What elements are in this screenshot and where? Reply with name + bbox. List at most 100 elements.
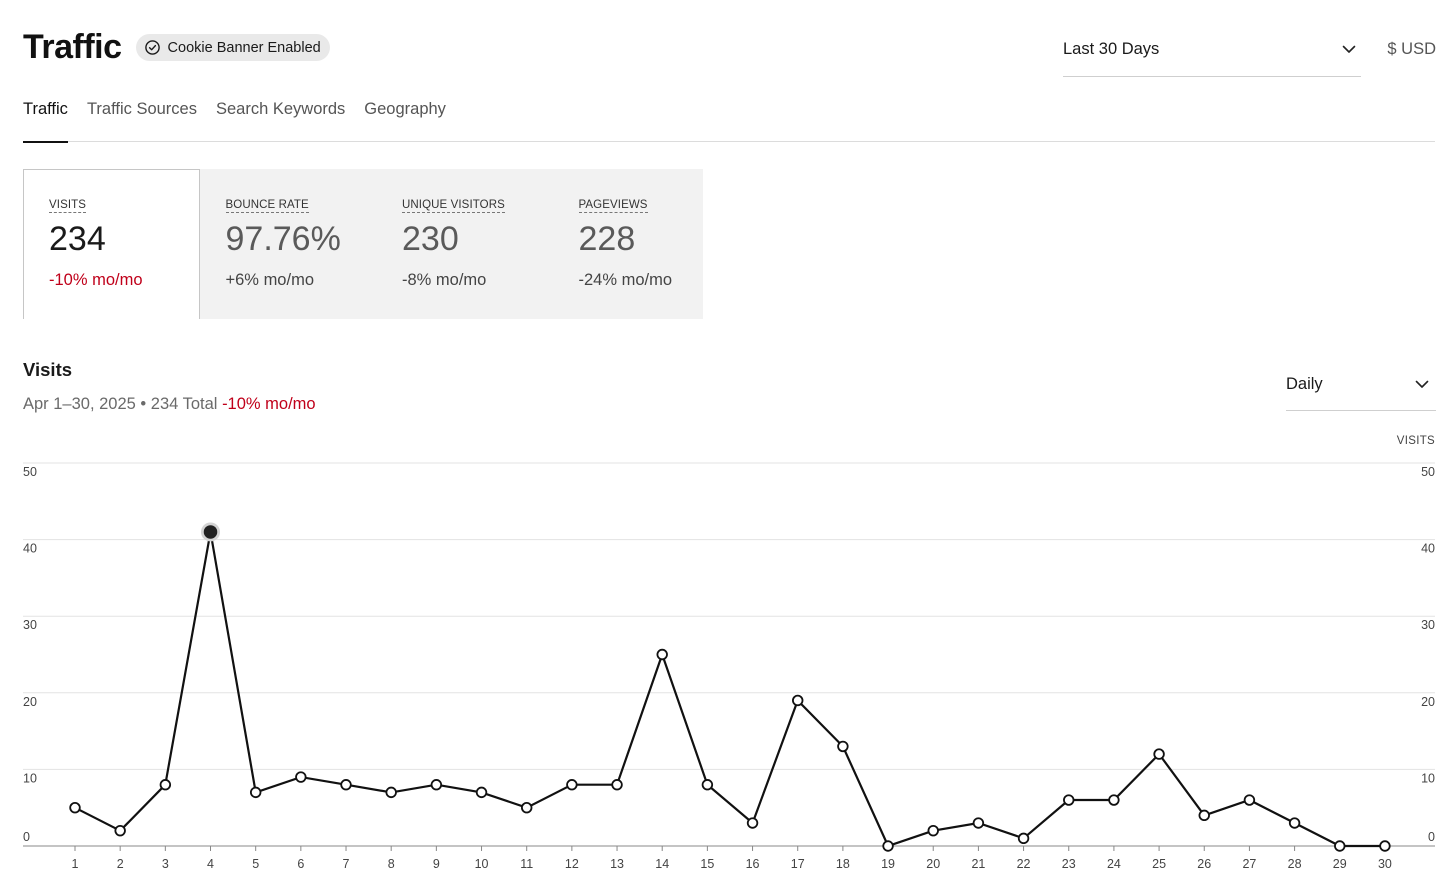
date-range-select[interactable]: Last 30 Days: [1063, 30, 1361, 77]
data-point: [249, 786, 262, 799]
x-tick-label: 14: [655, 857, 669, 871]
x-tick-label: 25: [1152, 857, 1166, 871]
metric-card-unique-visitors[interactable]: UNIQUE VISITORS 230 -8% mo/mo: [376, 169, 553, 319]
metric-cards: VISITS 234 -10% mo/mo BOUNCE RATE 97.76%…: [23, 169, 703, 319]
data-point: [1153, 748, 1165, 760]
data-point: [927, 824, 939, 837]
x-tick-label: 9: [433, 857, 440, 871]
y-tick-label-left: 50: [23, 465, 37, 479]
data-point: [295, 771, 307, 783]
data-point: [114, 824, 126, 837]
metric-card-visits[interactable]: VISITS 234 -10% mo/mo: [23, 169, 200, 319]
x-tick-label: 3: [162, 857, 169, 871]
metric-change: +6% mo/mo: [225, 271, 315, 289]
tab-traffic-sources[interactable]: Traffic Sources: [86, 100, 197, 118]
y-tick-label-right: 0: [1428, 830, 1435, 844]
cookie-banner-badge[interactable]: Cookie Banner Enabled: [135, 34, 330, 61]
data-point-highlighted: [203, 525, 218, 539]
tab-traffic[interactable]: Traffic: [23, 98, 68, 143]
metric-change: -24% mo/mo: [578, 271, 673, 289]
y-tick-label-right: 30: [1421, 618, 1435, 632]
x-tick-label: 11: [520, 857, 533, 871]
x-tick-label: 19: [881, 857, 895, 871]
metric-value: 230: [402, 220, 459, 258]
x-tick-label: 22: [1017, 857, 1031, 871]
metric-label: UNIQUE VISITORS: [402, 199, 505, 213]
x-tick-label: 1: [72, 857, 79, 871]
data-point: [792, 694, 804, 707]
granularity-select[interactable]: Daily: [1286, 370, 1436, 411]
y-tick-label-left: 20: [23, 695, 37, 709]
visits-chart: VISITS 0 0 10 10 20 20 30 30 40 40 50 50 1 2 3 4 5 6 7 8 9 10 1…: [0, 425, 1456, 893]
data-point: [385, 786, 397, 799]
x-tick-label: 15: [700, 857, 714, 871]
x-tick-label: 28: [1288, 857, 1302, 871]
metric-value: 228: [578, 220, 636, 258]
data-point: [611, 779, 623, 791]
y-tick-label-left: 30: [23, 618, 37, 632]
data-point: [521, 802, 533, 814]
x-tick-label: 5: [252, 857, 259, 871]
data-point: [1379, 840, 1391, 852]
metric-value: 234: [49, 220, 106, 258]
metric-label: VISITS: [49, 199, 87, 213]
data-point: [475, 786, 488, 799]
metric-value: 97.76%: [225, 220, 341, 258]
data-point: [430, 779, 443, 791]
metric-label: BOUNCE RATE: [225, 199, 309, 213]
x-tick-label: 2: [117, 857, 124, 871]
chevron-down-icon: [1341, 41, 1357, 57]
data-point: [656, 648, 668, 661]
chart-subtitle-text: Apr 1–30, 2025 • 234 Total: [23, 395, 218, 413]
data-point: [837, 740, 849, 753]
data-point: [1017, 832, 1030, 845]
x-tick-label: 16: [746, 857, 760, 871]
y-tick-label-right: 40: [1421, 542, 1435, 556]
x-tick-label: 30: [1378, 857, 1392, 871]
data-point: [159, 779, 172, 791]
data-point: [1108, 794, 1120, 806]
data-point: [1334, 840, 1346, 852]
data-point: [1288, 817, 1301, 829]
chart-section-subtitle: Apr 1–30, 2025 • 234 Total -10% mo/mo: [23, 395, 316, 414]
y-tick-label-left: 40: [23, 542, 37, 556]
chevron-down-icon: [1414, 376, 1430, 392]
series-line-visits: [74, 531, 1385, 848]
metric-change: -10% mo/mo: [49, 271, 143, 289]
data-point: [566, 779, 578, 791]
y-tick-label-right: 50: [1421, 465, 1435, 479]
date-range-value: Last 30 Days: [1063, 39, 1160, 58]
data-point: [1063, 794, 1075, 806]
chart-section-title: Visits: [23, 359, 73, 380]
x-tick-label: 18: [836, 857, 850, 871]
data-point: [1243, 794, 1256, 806]
metric-change: -8% mo/mo: [402, 271, 487, 289]
x-tick-label: 4: [207, 857, 214, 871]
x-tick-label: 12: [565, 857, 579, 871]
tab-search-keywords[interactable]: Search Keywords: [215, 100, 346, 118]
y-axis-label: VISITS: [1397, 435, 1435, 447]
chart-subtitle-change: -10% mo/mo: [222, 395, 316, 413]
x-tick-label: 17: [791, 857, 805, 871]
x-tick-label: 26: [1197, 857, 1211, 871]
granularity-value: Daily: [1286, 374, 1323, 393]
x-tick-label: 29: [1333, 857, 1347, 871]
tab-geography[interactable]: Geography: [364, 100, 446, 118]
data-point: [1198, 809, 1210, 822]
metric-card-pageviews[interactable]: PAGEVIEWS 228 -24% mo/mo: [552, 169, 703, 319]
metric-card-bounce-rate[interactable]: BOUNCE RATE 97.76% +6% mo/mo: [199, 169, 376, 319]
x-tick-label: 24: [1107, 857, 1121, 871]
x-tick-label: 8: [388, 857, 395, 871]
data-point: [340, 779, 352, 791]
y-tick-label-right: 10: [1421, 771, 1435, 785]
cookie-banner-label: Cookie Banner Enabled: [167, 39, 321, 56]
y-tick-label-left: 0: [23, 830, 30, 844]
x-tick-label: 27: [1242, 857, 1256, 871]
data-point: [701, 779, 714, 791]
x-tick-label: 21: [971, 857, 985, 871]
data-point: [746, 817, 759, 829]
y-tick-label-left: 10: [23, 771, 37, 785]
page-header: Traffic Cookie Banner Enabled: [23, 28, 330, 67]
currency-label[interactable]: $ USD: [1387, 40, 1436, 58]
